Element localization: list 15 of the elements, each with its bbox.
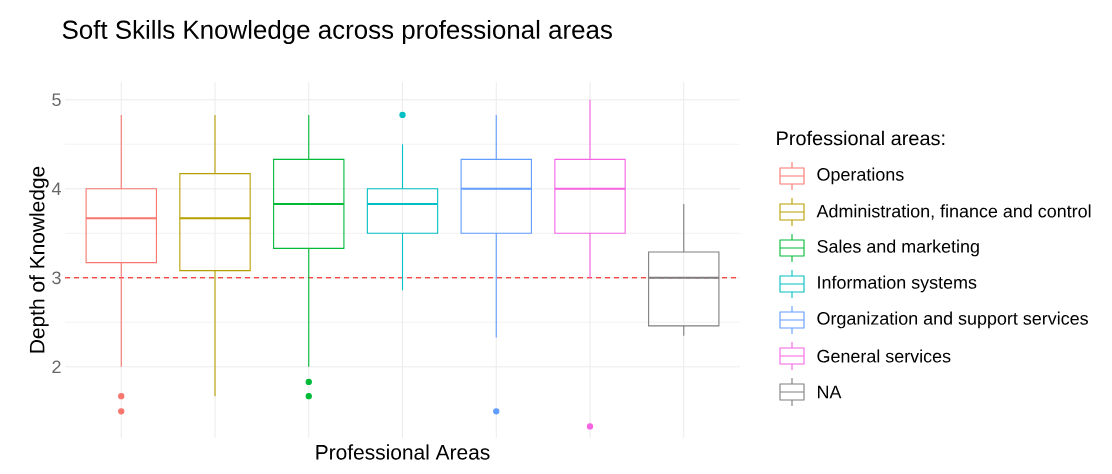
legend-label: General services [817, 349, 951, 363]
legend-label: Administration, finance and control [816, 204, 1091, 220]
legend-label: Information systems [818, 275, 977, 293]
y-tick-label: 5 [52, 93, 61, 107]
chart-title: Soft Skills Knowledge across professional areas [62, 19, 612, 45]
x-axis-title: Professional Areas [316, 444, 490, 460]
legend-title: Professional areas: [777, 130, 945, 146]
y-axis-title: Depth of Knowledge [29, 166, 49, 353]
legend-label: NA [817, 385, 842, 399]
legend-label: Organization and support services [817, 311, 1088, 329]
legend-label: Operations [817, 167, 904, 185]
y-tick-label: 3 [52, 271, 61, 285]
legend-label: Sales and marketing [817, 239, 979, 257]
y-tick-label: 2 [52, 360, 61, 374]
y-tick-label: 4 [51, 182, 61, 195]
